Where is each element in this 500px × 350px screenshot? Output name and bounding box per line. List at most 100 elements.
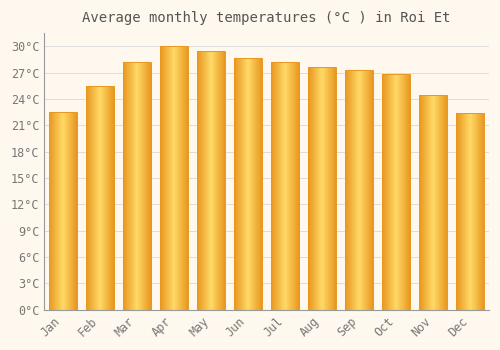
Bar bbox=[383, 75, 384, 310]
Bar bbox=[457, 113, 458, 310]
Bar bbox=[163, 47, 164, 310]
Bar bbox=[149, 62, 150, 310]
Bar bbox=[348, 70, 349, 310]
Bar bbox=[220, 51, 221, 310]
Bar bbox=[255, 58, 256, 310]
Bar bbox=[349, 70, 350, 310]
Bar bbox=[313, 66, 314, 310]
Bar bbox=[408, 75, 409, 310]
Bar bbox=[360, 70, 362, 310]
Bar bbox=[432, 94, 434, 310]
Bar bbox=[430, 94, 432, 310]
Bar bbox=[458, 113, 460, 310]
Bar bbox=[425, 94, 426, 310]
Bar bbox=[464, 113, 465, 310]
Bar bbox=[392, 75, 393, 310]
Bar bbox=[235, 58, 236, 310]
Bar bbox=[286, 62, 288, 310]
Bar bbox=[185, 47, 186, 310]
Bar bbox=[168, 47, 169, 310]
Bar bbox=[456, 113, 484, 310]
Bar bbox=[236, 58, 237, 310]
Bar bbox=[161, 47, 162, 310]
Bar bbox=[385, 75, 386, 310]
Bar bbox=[178, 47, 179, 310]
Bar bbox=[88, 86, 89, 310]
Bar bbox=[166, 47, 167, 310]
Bar bbox=[325, 66, 326, 310]
Bar bbox=[207, 51, 208, 310]
Bar bbox=[468, 113, 469, 310]
Bar bbox=[357, 70, 358, 310]
Bar bbox=[382, 75, 383, 310]
Bar bbox=[87, 86, 88, 310]
Bar bbox=[292, 62, 293, 310]
Bar bbox=[176, 47, 177, 310]
Bar bbox=[142, 62, 144, 310]
Bar bbox=[258, 58, 260, 310]
Bar bbox=[56, 112, 58, 310]
Bar bbox=[223, 51, 224, 310]
Bar bbox=[106, 86, 107, 310]
Bar bbox=[356, 70, 357, 310]
Bar bbox=[68, 112, 69, 310]
Bar bbox=[49, 112, 50, 310]
Bar bbox=[91, 86, 92, 310]
Bar bbox=[370, 70, 371, 310]
Bar bbox=[312, 66, 313, 310]
Bar bbox=[401, 75, 402, 310]
Bar bbox=[160, 47, 188, 310]
Bar bbox=[279, 62, 280, 310]
Bar bbox=[51, 112, 52, 310]
Bar bbox=[61, 112, 62, 310]
Bar bbox=[181, 47, 182, 310]
Bar bbox=[347, 70, 348, 310]
Bar bbox=[366, 70, 367, 310]
Bar bbox=[253, 58, 254, 310]
Bar bbox=[89, 86, 90, 310]
Bar bbox=[314, 66, 316, 310]
Bar bbox=[139, 62, 140, 310]
Bar bbox=[308, 66, 309, 310]
Bar bbox=[205, 51, 206, 310]
Bar bbox=[290, 62, 291, 310]
Bar bbox=[136, 62, 137, 310]
Bar bbox=[140, 62, 141, 310]
Bar bbox=[59, 112, 60, 310]
Bar bbox=[183, 47, 184, 310]
Bar bbox=[75, 112, 76, 310]
Bar bbox=[368, 70, 369, 310]
Bar bbox=[367, 70, 368, 310]
Bar bbox=[100, 86, 102, 310]
Bar bbox=[384, 75, 385, 310]
Bar bbox=[403, 75, 404, 310]
Bar bbox=[365, 70, 366, 310]
Bar bbox=[397, 75, 398, 310]
Bar bbox=[204, 51, 205, 310]
Bar bbox=[95, 86, 96, 310]
Bar bbox=[334, 66, 336, 310]
Bar bbox=[164, 47, 165, 310]
Bar bbox=[438, 94, 439, 310]
Bar bbox=[475, 113, 476, 310]
Bar bbox=[445, 94, 446, 310]
Bar bbox=[182, 47, 183, 310]
Bar bbox=[420, 94, 421, 310]
Bar bbox=[291, 62, 292, 310]
Bar bbox=[108, 86, 109, 310]
Bar bbox=[210, 51, 211, 310]
Bar bbox=[147, 62, 148, 310]
Bar bbox=[382, 75, 410, 310]
Bar bbox=[214, 51, 216, 310]
Bar bbox=[308, 66, 336, 310]
Bar bbox=[160, 47, 161, 310]
Bar bbox=[251, 58, 252, 310]
Bar bbox=[49, 112, 77, 310]
Bar bbox=[285, 62, 286, 310]
Bar bbox=[104, 86, 105, 310]
Bar bbox=[200, 51, 202, 310]
Bar bbox=[277, 62, 278, 310]
Bar bbox=[248, 58, 249, 310]
Bar bbox=[460, 113, 462, 310]
Bar bbox=[222, 51, 223, 310]
